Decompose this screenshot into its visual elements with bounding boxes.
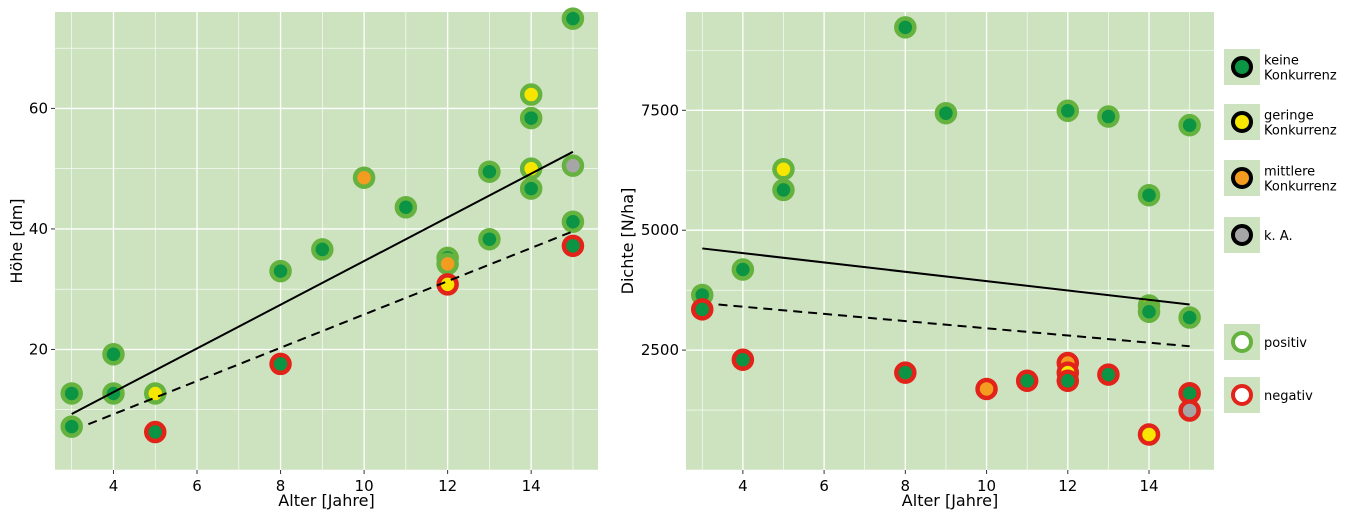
data-point [975, 377, 998, 401]
legend-key-low [1231, 111, 1253, 133]
data-point [1178, 113, 1201, 137]
x-axis-label: Alter [Jahre] [902, 491, 998, 510]
x-tick-label: 6 [819, 477, 829, 495]
x-tick-label: 8 [276, 477, 286, 495]
data-point [519, 177, 543, 200]
legend-label: mittlere [1264, 165, 1315, 180]
legend-key-positive [1231, 331, 1253, 353]
data-point [1178, 306, 1201, 329]
data-point [1056, 99, 1080, 123]
y-tick-label: 40 [29, 220, 48, 238]
legend-label: Konkurrenz [1264, 180, 1337, 195]
legend-key-medium [1231, 167, 1253, 189]
data-point [772, 158, 795, 181]
dashed-trend-line [718, 303, 1190, 348]
y-tick-label: 7500 [641, 101, 679, 119]
data-point [1097, 105, 1120, 128]
x-tick-label: 12 [438, 477, 457, 495]
data-point [519, 106, 543, 130]
legend-key-na [1231, 224, 1253, 246]
legend-label: geringe [1264, 109, 1314, 124]
data-point [561, 7, 585, 30]
data-point [394, 196, 418, 219]
data-point [772, 178, 795, 202]
legend-label: Konkurrenz [1264, 124, 1337, 139]
y-tick-label: 2500 [641, 341, 679, 359]
y-tick-label: 20 [29, 340, 48, 358]
data-point [478, 160, 501, 183]
data-point [561, 234, 585, 258]
legend-label: keine [1264, 54, 1299, 69]
legend-key-negative [1231, 384, 1253, 406]
data-point [478, 227, 501, 251]
x-tick-label: 4 [738, 477, 748, 495]
data-point [1015, 369, 1039, 393]
data-point [1056, 369, 1080, 393]
data-point [690, 298, 714, 321]
x-tick-label: 10 [355, 477, 374, 495]
data-point [934, 101, 958, 125]
data-point [1137, 300, 1161, 323]
x-tick-label: 14 [522, 477, 541, 495]
x-tick-label: 10 [977, 477, 996, 495]
y-axis-label: Dichte [N/ha] [618, 188, 637, 295]
data-point [60, 382, 83, 405]
data-point [436, 252, 459, 276]
data-point [519, 157, 543, 180]
plot-background [686, 12, 1214, 470]
density-chart: 4 6 8 10 12 14 2500 5000 7500 Alter [Jahre] Dichte… [618, 12, 1214, 510]
data-point [311, 238, 334, 261]
data-point [1097, 363, 1120, 386]
x-tick-label: 12 [1058, 477, 1077, 495]
x-tick-label: 14 [1139, 477, 1158, 495]
y-tick-label: 5000 [641, 221, 679, 239]
solid-trend-line [71, 150, 574, 415]
data-point [269, 352, 292, 376]
legend-label: Konkurrenz [1264, 69, 1337, 84]
legend-label: positiv [1264, 336, 1307, 351]
x-tick-label: 4 [109, 477, 119, 495]
solid-trend-line [702, 247, 1190, 306]
data-point [894, 361, 917, 384]
data-point [1178, 399, 1201, 422]
legend-label: k. A. [1264, 229, 1293, 244]
x-axis-label: Alter [Jahre] [278, 491, 374, 510]
data-point [561, 154, 585, 177]
legend-label: negativ [1264, 389, 1313, 404]
x-tick-label: 6 [192, 477, 202, 495]
data-point [1137, 423, 1161, 446]
y-axis-label: Höhe [dm] [7, 198, 26, 283]
legend-key-none [1231, 56, 1253, 78]
x-tick-label: 8 [901, 477, 911, 495]
data-point [102, 382, 125, 405]
data-point [143, 420, 167, 444]
data-point [269, 259, 292, 283]
height-chart: 4 6 8 10 12 14 20 40 60 Alter [Jahre] Höhe [dm] [7, 7, 598, 510]
dashed-trend-line [88, 230, 574, 426]
data-point [352, 166, 376, 189]
data-point [1137, 183, 1161, 207]
data-point [519, 83, 543, 106]
legend: keineKonkurrenzgeringeKonkurrenzmittlere… [1224, 49, 1337, 413]
data-point [894, 16, 917, 39]
data-point [60, 415, 83, 438]
y-tick-label: 60 [29, 99, 48, 117]
data-point [561, 210, 585, 233]
data-point [731, 348, 755, 371]
data-point [102, 343, 125, 366]
data-point [731, 258, 755, 281]
